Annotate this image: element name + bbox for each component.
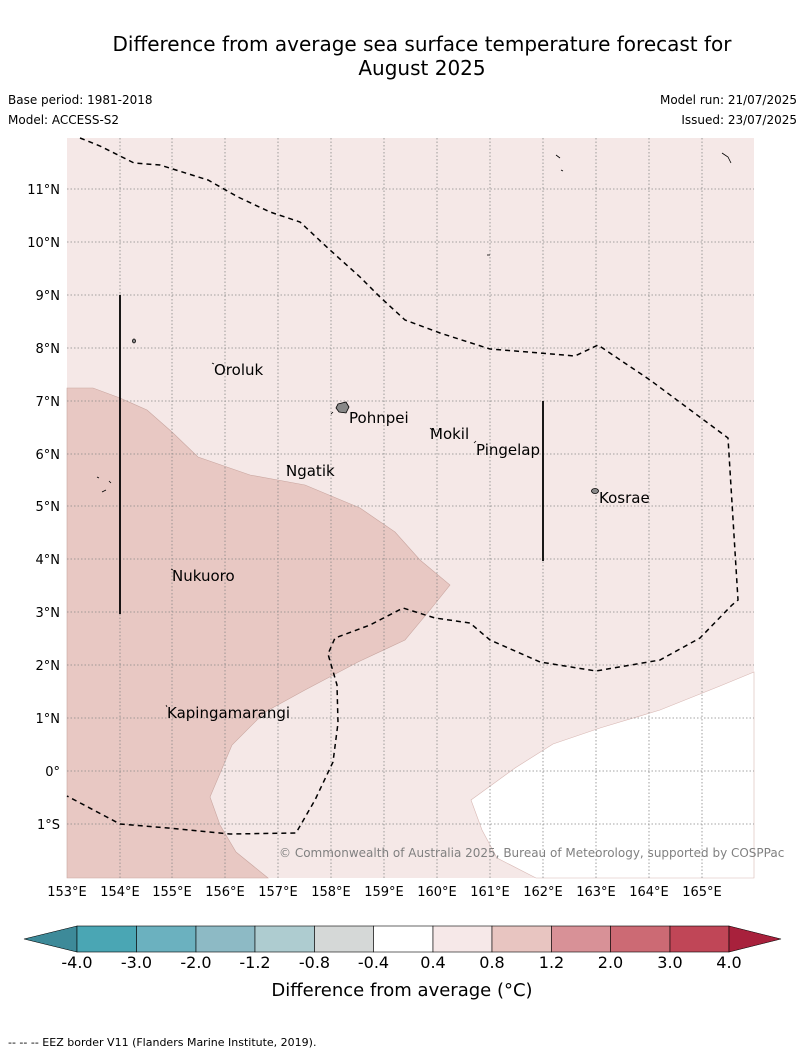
place-label-mokil: Mokil [430,425,469,443]
place-label-kosrae: Kosrae [599,489,650,507]
ngatik-atoll [286,464,289,468]
colorbar-segment-5 [314,925,374,953]
eez-border-north [66,137,739,835]
eez-footnote: -- -- -- EEZ border V11 (Flanders Marine… [8,1036,317,1049]
oroluk-atoll [211,362,215,365]
eez-borders [66,137,739,835]
nukuoro-atoll [170,568,174,571]
model-run: Model run: 21/07/2025 [659,93,797,107]
colorbar-segment-10 [610,925,671,953]
colorbar-tick: -1.2 [239,953,271,972]
colorbar-segment-9 [551,925,611,953]
lon-label-162e: 162°E [523,885,563,900]
latitude-labels: 11°N 10°N 9°N 8°N 7°N 6°N 5°N 4°N 3°N 2°… [27,183,60,833]
pohnpei-islet [330,411,334,415]
title-line-2: August 2025 [358,56,486,80]
lat-label-9n: 9°N [36,289,61,304]
place-label-ngatik: Ngatik [286,462,335,480]
colorbar-tick: -2.0 [180,953,212,972]
colorbar-segment-7 [432,925,493,953]
longitude-labels: 153°E 154°E 155°E 156°E 157°E 158°E 159°… [47,885,722,900]
colorbar-segment-11 [669,925,730,953]
lat-label-3n: 3°N [36,606,61,621]
lon-label-154e: 154°E [100,885,140,900]
place-label-oroluk: Oroluk [214,361,263,379]
place-label-kapingamarangi: Kapingamarangi [167,704,290,722]
colorbar-tick: 1.2 [538,953,565,972]
atoll-north-east-2 [721,152,732,164]
colorbar-tick: 0.8 [479,953,505,972]
model-name: Model: ACCESS-S2 [8,113,120,127]
colorbar-tick: -4.0 [61,953,93,972]
longitude-markers [119,295,544,614]
lon-label-153e: 153°E [47,885,87,900]
place-label-pingelap: Pingelap [476,441,540,459]
lat-label-6n: 6°N [36,448,61,463]
colorbar [23,925,782,953]
colorbar-tick: -3.0 [120,953,153,972]
lon-label-160e: 160°E [417,885,457,900]
colorbar-segment-1 [76,925,137,953]
lat-label-4n: 4°N [36,553,61,568]
lat-label-5n: 5°N [36,500,61,515]
title-line-1: Difference from average sea surface temp… [112,32,732,56]
lon-label-164e: 164°E [629,885,669,900]
colorbar-tick: -0.8 [298,953,331,972]
atoll-north-west [132,338,136,344]
chart-title: Difference from average sea surface temp… [40,32,804,80]
colorbar-segment-12 [728,925,782,953]
colorbar-segment-2 [136,925,197,953]
lon-label-161e: 161°E [470,885,510,900]
lat-label-2n: 2°N [36,659,61,674]
colorbar-tick: 3.0 [657,953,683,972]
lat-label-11n: 11°N [27,183,60,198]
colorbar-label: Difference from average (°C) [271,980,533,1001]
lon-label-159e: 159°E [364,885,404,900]
lat-label-1s: 1°S [37,818,60,833]
kapinga-atoll [165,704,168,708]
place-label-nukuoro: Nukuoro [172,567,235,585]
lat-label-10n: 10°N [27,236,60,251]
mokil-atoll [429,427,433,431]
place-label-pohnpei: Pohnpei [349,409,409,427]
kosrae-island [591,488,599,494]
lon-label-165e: 165°E [682,885,722,900]
anomaly-neutral-region [470,671,755,879]
colorbar-ticks: -4.0 -3.0 -2.0 -1.2 -0.8 -0.4 0.4 0.8 1.… [0,953,804,973]
pingelap-atoll [473,440,477,444]
lat-label-7n: 7°N [36,395,61,410]
colorbar-tick: 0.4 [420,953,446,972]
lon-label-163e: 163°E [576,885,616,900]
place-labels: Oroluk Pohnpei Mokil Pingelap Ngatik Kos… [167,361,650,722]
colorbar-segment-8 [491,925,552,953]
gridlines [67,138,754,878]
colorbar-segment-3 [195,925,256,953]
colorbar-tick: 2.0 [597,953,624,972]
colorbar-segment-6 [373,925,434,953]
colorbar-segment-4 [254,925,315,953]
pohnpei-island [335,401,350,414]
colorbar-tick: 4.0 [716,953,742,972]
lon-label-155e: 155°E [152,885,192,900]
colorbar-tick: -0.4 [357,953,390,972]
atoll-west [96,476,112,493]
islands [96,152,732,708]
base-period: Base period: 1981-2018 [8,93,153,107]
lat-label-8n: 8°N [36,342,61,357]
colorbar-segment-0 [23,925,78,953]
lon-label-156e: 156°E [205,885,245,900]
atoll-north-east-1 [555,154,564,172]
anomaly-warm-region [66,387,451,879]
lon-label-157e: 157°E [258,885,298,900]
lat-label-1n: 1°N [36,712,61,727]
lat-label-0: 0° [45,765,60,780]
issued-date: Issued: 23/07/2025 [681,113,797,127]
copyright-notice: © Commonwealth of Australia 2025, Bureau… [279,846,784,860]
lon-label-158e: 158°E [311,885,351,900]
